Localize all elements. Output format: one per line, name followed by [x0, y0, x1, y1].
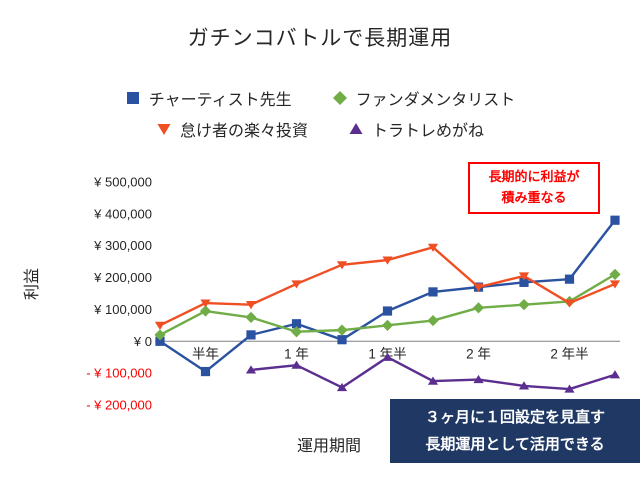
svg-text:2 年: 2 年: [466, 346, 491, 361]
legend-label: チャーティスト先生: [148, 92, 292, 109]
legend-row: チャーティスト先生 ファンダメンタリスト: [125, 86, 515, 110]
note-line: ３ヶ月に１回設定を見直す: [424, 409, 605, 426]
svg-text:¥ 400,000: ¥ 400,000: [93, 206, 152, 221]
callout-line: 積み重なる: [501, 189, 567, 205]
svg-text:¥ 200,000: ¥ 200,000: [93, 270, 152, 285]
svg-text:¥ 300,000: ¥ 300,000: [93, 238, 152, 253]
chart-title: ガチンコバトルで長期運用: [187, 27, 453, 50]
svg-text:2 年半: 2 年半: [550, 346, 588, 361]
legend-item-lazy-invest: 怠け者の楽々投資: [156, 117, 308, 141]
callout-line: 長期的に利益が: [488, 169, 580, 184]
svg-text:半年: 半年: [192, 346, 219, 361]
legend-item-toratore: トラトレめがね: [348, 117, 484, 141]
legend-label: 怠け者の楽々投資: [179, 123, 308, 140]
legend: チャーティスト先生 ファンダメンタリスト 怠け者の楽々投資 トラトレめがね: [0, 86, 640, 141]
y-axis-title: 利益: [24, 268, 41, 301]
legend-row: 怠け者の楽々投資 トラトレめがね: [156, 117, 484, 141]
triangle-up-marker-icon: [348, 121, 364, 137]
svg-text:¥ 0: ¥ 0: [133, 334, 152, 349]
callout-annotation: 長期的に利益が 積み重なる: [468, 162, 600, 214]
svg-text:¥ 100,000: ¥ 100,000: [93, 302, 152, 317]
note-line: 長期運用として活用できる: [425, 436, 605, 453]
svg-text:¥ 500,000: ¥ 500,000: [93, 175, 152, 190]
triangle-down-marker-icon: [156, 121, 172, 137]
note-annotation: ３ヶ月に１回設定を見直す 長期運用として活用できる: [390, 399, 640, 463]
diamond-marker-icon: [332, 90, 348, 106]
x-axis-title: 運用期間: [297, 438, 362, 455]
svg-text:- ¥ 200,000: - ¥ 200,000: [86, 398, 152, 413]
legend-label: トラトレめがね: [372, 123, 485, 140]
chart-plot: ¥ 500,000 ¥ 400,000 ¥ 300,000 ¥ 200,000 ¥ 10…: [86, 175, 621, 413]
legend-label: ファンダメンタリスト: [355, 92, 516, 109]
legend-item-chartist: チャーティスト先生: [125, 86, 292, 110]
svg-text:1 年: 1 年: [284, 346, 309, 361]
legend-item-fundamentalist: ファンダメンタリスト: [332, 86, 516, 110]
svg-text:- ¥ 100,000: - ¥ 100,000: [86, 366, 152, 381]
square-marker-icon: [125, 90, 141, 106]
